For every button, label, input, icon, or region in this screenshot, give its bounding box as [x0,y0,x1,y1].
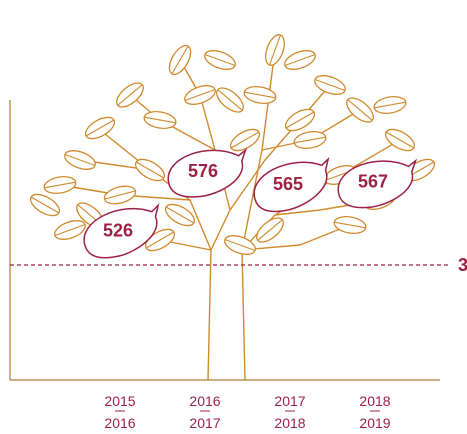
leaf [293,129,327,150]
leaf [202,47,238,73]
leaf [373,94,407,115]
value-label: 567 [358,172,388,192]
leaf [165,42,195,78]
reference-label: 3 [458,255,467,275]
leaf [182,82,218,108]
leaf [282,105,318,135]
leaf [27,190,63,220]
leaf [82,113,118,143]
x-tick-label: 2016 [104,415,135,431]
leaf [52,217,88,243]
leaf [43,174,77,195]
value-label: 526 [103,220,133,240]
page: {"chart_data": {"type": "pictogram", "ca… [0,0,467,434]
value-label: 576 [188,161,218,181]
value-label: 565 [273,174,303,194]
leaf [253,214,288,247]
leaf [343,94,378,127]
x-tick-label: 2018 [359,393,390,409]
leaf [333,214,367,235]
leaf [113,79,148,112]
x-tick-label: 2019 [359,415,390,431]
leaf [262,32,288,68]
leaf [282,47,318,73]
leaf [213,84,248,117]
x-tick-label: 2017 [189,415,220,431]
chart: 3 2015 2016 526 2016 2017 576 2017 2018 565 2018 2… [0,0,467,434]
leaf [222,232,258,258]
x-tick-label: 2018 [274,415,305,431]
leaf [62,147,98,173]
leaf [143,109,177,130]
leaf [102,183,137,207]
leaf [243,84,277,105]
x-tick-label: 2015 [104,393,135,409]
leaf [382,125,418,155]
x-tick-label: 2016 [189,393,220,409]
x-tick-label: 2017 [274,393,305,409]
leaf [312,72,348,98]
